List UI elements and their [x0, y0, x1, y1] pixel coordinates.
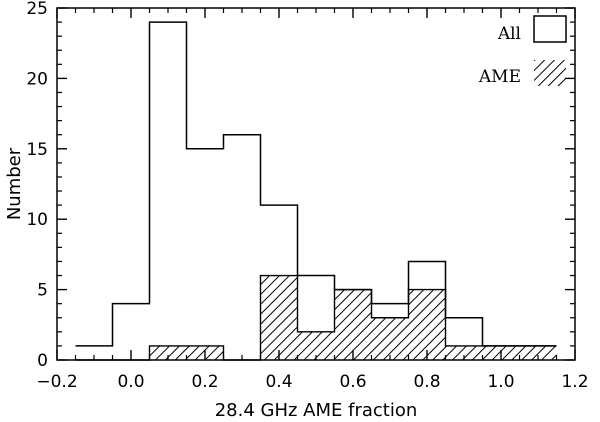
x-tick-label: 0.4 — [265, 372, 292, 392]
ame-bar — [260, 275, 298, 360]
y-tick-label: 15 — [26, 140, 48, 160]
plot-frame — [56, 7, 576, 361]
all-histogram — [75, 21, 557, 347]
ame-bar — [408, 289, 446, 360]
x-tick-labels: −0.2 0.0 0.2 0.4 0.6 0.8 1.0 1.2 — [36, 372, 588, 392]
x-tick-label: 1.0 — [487, 372, 514, 392]
x-tick-label: 1.2 — [561, 372, 588, 392]
y-tick-label: 25 — [26, 0, 48, 19]
x-tick-label: 0.8 — [413, 372, 440, 392]
x-tick-label: −0.2 — [36, 372, 77, 392]
legend-swatch-all — [533, 15, 567, 43]
y-axis-title: Number — [4, 147, 25, 220]
y-tick-labels: 0 5 10 15 20 25 — [26, 0, 48, 371]
y-tick-label: 0 — [37, 351, 48, 371]
ame-bar — [519, 345, 557, 360]
y-tick-label: 10 — [26, 210, 48, 230]
y-tick-label: 20 — [26, 69, 48, 89]
x-tick-label: 0.6 — [339, 372, 366, 392]
ame-series-layer — [75, 274, 557, 361]
ame-bar — [334, 289, 372, 360]
legend-label-ame: AME — [478, 67, 521, 87]
legend: All AME — [478, 15, 567, 87]
x-axis-title: 28.4 GHz AME fraction — [215, 400, 418, 421]
ame-bar — [149, 345, 187, 360]
axis-ticks — [56, 7, 576, 361]
y-tick-label: 5 — [37, 281, 48, 301]
legend-swatch-ame — [534, 60, 566, 86]
all-series-layer — [75, 21, 557, 347]
x-tick-label: 0.2 — [191, 372, 218, 392]
x-tick-label: 0.0 — [117, 372, 144, 392]
ame-bar — [371, 317, 409, 360]
legend-label-all: All — [497, 24, 521, 44]
ame-bar — [445, 345, 483, 360]
